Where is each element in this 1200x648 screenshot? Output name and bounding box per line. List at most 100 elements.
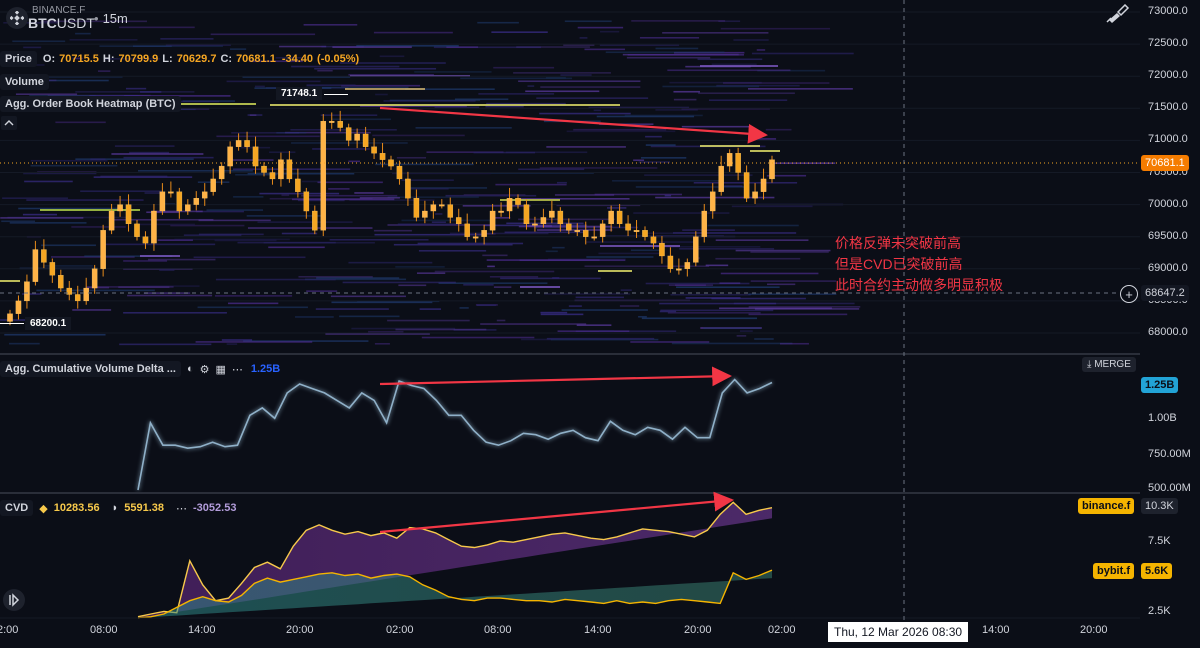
settings-icon[interactable]: ⚙	[199, 363, 210, 376]
heatmap-level	[160, 38, 214, 40]
collapse-legend-button[interactable]	[1, 116, 17, 130]
agg-cvd-value: 1.25B	[250, 363, 281, 375]
cvd-title[interactable]: CVD	[0, 500, 34, 516]
heatmap-level	[25, 76, 123, 78]
time-axis-bg[interactable]	[0, 620, 1200, 648]
heatmap-level	[476, 304, 496, 307]
heatmap-level	[527, 85, 535, 87]
heatmap-level	[715, 239, 809, 241]
merge-button[interactable]: ⤓ MERGE	[1082, 357, 1136, 372]
heatmap-level	[198, 219, 271, 222]
heatmap-level	[325, 333, 430, 335]
heatmap-level	[374, 233, 484, 236]
candle-body	[582, 230, 589, 237]
candle-body	[337, 120, 343, 128]
price-axis-bg[interactable]	[1140, 0, 1200, 648]
add-plus-icon[interactable]: +	[1120, 285, 1138, 303]
heatmap-level	[291, 198, 395, 201]
heatmap-level	[599, 44, 680, 47]
candle-body	[74, 294, 81, 302]
exchange-name: BINANCE.F	[32, 5, 86, 16]
price-legend-label[interactable]: Price	[0, 51, 37, 67]
logo-icon[interactable]	[3, 589, 25, 611]
heatmap-level	[750, 150, 780, 152]
heatmap-level	[460, 77, 573, 80]
heatmap-level	[518, 80, 641, 83]
heatmap-level	[339, 315, 400, 318]
grid-icon[interactable]: ▦	[215, 363, 226, 376]
heatmap-level	[449, 232, 549, 235]
more-icon[interactable]: ⋯	[231, 363, 243, 376]
candle-body	[32, 249, 39, 282]
heatmap-level	[723, 82, 830, 84]
heatmap-level	[660, 309, 774, 312]
heatmap-level	[375, 93, 388, 96]
candle-body	[472, 236, 479, 239]
interval-selector[interactable]: • 15m	[94, 11, 128, 26]
candle-body	[574, 230, 581, 232]
heatmap-level	[754, 308, 860, 310]
heatmap-level	[373, 229, 412, 232]
high-price-marker: 71748.1	[276, 87, 323, 100]
heatmap-level	[71, 226, 126, 228]
interval-dot: •	[94, 11, 99, 26]
heatmap-level	[221, 339, 253, 341]
heatmap-level	[550, 338, 659, 341]
heatmap-level	[80, 190, 163, 193]
candle-body	[295, 178, 301, 192]
heatmap-level	[733, 302, 855, 305]
cvd-legend: CVD ◆ 10283.56 ◗ 5591.38 ⋯ -3052.53	[0, 500, 236, 516]
time-axis-tick: 14:00	[982, 624, 1010, 636]
heatmap-level	[624, 114, 703, 117]
heatmap-level	[700, 145, 760, 147]
heatmap-level	[235, 173, 277, 176]
heatmap-level	[494, 217, 511, 219]
heatmap-level	[275, 57, 303, 59]
candle-body	[354, 133, 360, 141]
heatmap-level	[662, 32, 769, 34]
heatmap-level	[670, 293, 751, 296]
candle-body	[108, 210, 115, 231]
heatmap-level	[434, 270, 555, 273]
last-price-tag: 70681.1	[1141, 155, 1189, 171]
candle-body	[7, 313, 13, 322]
heatmap-legend[interactable]: Agg. Order Book Heatmap (BTC)	[0, 96, 181, 112]
heatmap-level	[575, 296, 625, 299]
heatmap-level	[556, 181, 567, 184]
symbol-ticker[interactable]: BTCUSDT	[28, 15, 95, 31]
agg-cvd-title[interactable]: Agg. Cumulative Volume Delta ...	[0, 361, 181, 377]
heatmap-level	[486, 102, 566, 105]
heatmap-level	[480, 323, 587, 325]
heatmap-level	[144, 192, 163, 194]
heatmap-level	[157, 239, 193, 241]
candle-body	[464, 223, 470, 237]
candle-body	[422, 210, 428, 218]
drawing-tool-button[interactable]	[1106, 3, 1130, 24]
heatmap-level	[276, 132, 307, 134]
heatmap-level	[711, 297, 806, 300]
close-label: C:	[220, 53, 233, 65]
heatmap-level	[579, 37, 588, 39]
heatmap-level	[731, 205, 813, 208]
heatmap-level	[55, 121, 106, 124]
heatmap-level	[540, 86, 641, 88]
eye-icon[interactable]: ◐	[186, 363, 194, 375]
candle-body	[58, 275, 64, 289]
heatmap-level	[655, 47, 699, 50]
candle-body	[49, 262, 56, 276]
heatmap-level	[675, 284, 706, 286]
heatmap-level	[736, 335, 747, 337]
heatmap-level	[438, 282, 548, 284]
volume-legend[interactable]: Volume	[0, 74, 49, 90]
heatmap-level	[664, 194, 672, 197]
candle-body	[320, 120, 327, 231]
heatmap-level	[143, 292, 191, 294]
price-axis-tick: 69500.0	[1148, 229, 1188, 242]
heatmap-level	[110, 218, 214, 221]
binance-value-tag: 10.3K	[1141, 498, 1178, 514]
low-label: L:	[162, 53, 173, 65]
heatmap-level	[641, 317, 758, 320]
heatmap-level	[301, 180, 323, 183]
heatmap-level	[564, 20, 612, 23]
